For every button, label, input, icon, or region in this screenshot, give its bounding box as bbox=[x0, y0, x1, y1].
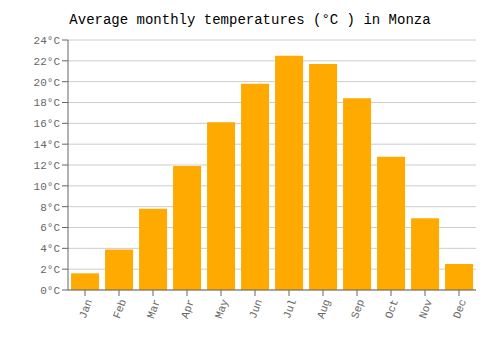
svg-text:18°C: 18°C bbox=[34, 97, 61, 109]
svg-text:Mar: Mar bbox=[145, 298, 163, 321]
svg-text:Nov: Nov bbox=[417, 297, 435, 320]
svg-text:Oct: Oct bbox=[383, 298, 401, 321]
svg-text:4°C: 4°C bbox=[40, 243, 60, 255]
svg-text:Dec: Dec bbox=[451, 298, 469, 321]
svg-text:Feb: Feb bbox=[111, 298, 129, 321]
svg-text:Aug: Aug bbox=[315, 298, 333, 321]
svg-text:16°C: 16°C bbox=[34, 118, 61, 130]
svg-text:0°C: 0°C bbox=[40, 285, 60, 297]
svg-text:24°C: 24°C bbox=[34, 35, 61, 47]
svg-text:20°C: 20°C bbox=[34, 77, 61, 89]
svg-text:May: May bbox=[213, 297, 231, 320]
svg-text:12°C: 12°C bbox=[34, 160, 61, 172]
svg-text:Jun: Jun bbox=[247, 298, 265, 321]
svg-text:2°C: 2°C bbox=[40, 264, 60, 276]
svg-text:Apr: Apr bbox=[179, 298, 197, 321]
svg-text:22°C: 22°C bbox=[34, 56, 61, 68]
svg-text:Jan: Jan bbox=[77, 298, 95, 321]
svg-text:10°C: 10°C bbox=[34, 181, 61, 193]
svg-text:Jul: Jul bbox=[281, 298, 299, 321]
html-text:Average monthly temperatures (: Average monthly temperatures (°C ) in Mo… bbox=[69, 12, 431, 28]
svg-text:Sep: Sep bbox=[349, 298, 367, 321]
svg-text:8°C: 8°C bbox=[40, 202, 60, 214]
svg-text:14°C: 14°C bbox=[34, 139, 61, 151]
svg-text:6°C: 6°C bbox=[40, 222, 60, 234]
